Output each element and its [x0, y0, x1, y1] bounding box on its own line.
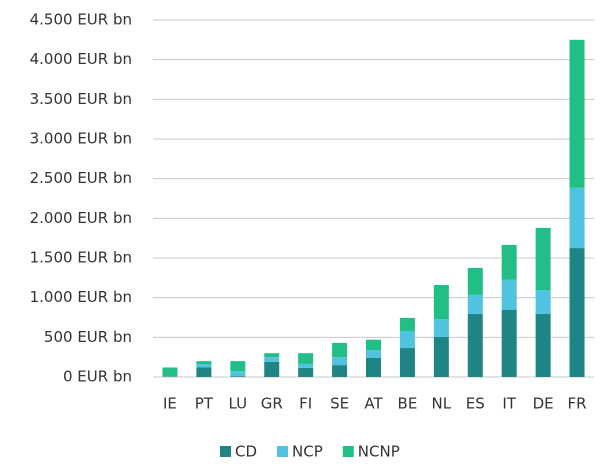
- bar-segment: [332, 365, 347, 377]
- bar-segment: [264, 362, 279, 377]
- x-tick-label: ES: [466, 395, 485, 413]
- y-tick-label: 1.500 EUR bn: [30, 249, 132, 267]
- bar-segment: [468, 295, 483, 314]
- bar-segment: [230, 371, 245, 376]
- bar-segment: [502, 310, 517, 377]
- x-tick-label: FR: [568, 395, 587, 413]
- x-tick-label: FI: [299, 395, 312, 413]
- bar-segment: [400, 318, 415, 331]
- bar-segment: [502, 245, 517, 280]
- y-tick-label: 1.000 EUR bn: [30, 288, 132, 306]
- x-tick-label: PT: [195, 395, 214, 413]
- bar-segment: [298, 368, 313, 377]
- bar-segment: [298, 364, 313, 368]
- bar-segment: [264, 353, 279, 357]
- bar-segment: [434, 337, 449, 377]
- bar-segment: [230, 361, 245, 371]
- y-tick-label: 500 EUR bn: [44, 328, 132, 346]
- bar-segment: [366, 340, 381, 350]
- bar-segment: [366, 358, 381, 377]
- bar-segment: [400, 331, 415, 348]
- y-tick-label: 2.000 EUR bn: [30, 209, 132, 227]
- bar-segment: [434, 319, 449, 337]
- bar-segment: [536, 314, 551, 377]
- legend-label: CD: [235, 443, 257, 461]
- x-tick-label: BE: [398, 395, 418, 413]
- y-tick-label: 4.000 EUR bn: [30, 50, 132, 68]
- x-tick-label: AT: [364, 395, 383, 413]
- bar-segment: [570, 248, 585, 377]
- x-tick-label: LU: [229, 395, 248, 413]
- bar-segment: [230, 376, 245, 377]
- bar-segment: [196, 361, 211, 364]
- bar-segment: [536, 228, 551, 290]
- bar-segment: [536, 290, 551, 314]
- x-tick-label: IE: [163, 395, 177, 413]
- bar-segment: [332, 343, 347, 357]
- legend-swatch: [343, 446, 354, 457]
- x-tick-label: SE: [330, 395, 349, 413]
- bar-segment: [400, 348, 415, 377]
- legend-label: NCP: [292, 443, 323, 461]
- bar-segment: [468, 314, 483, 377]
- legend-label: NCNP: [358, 443, 400, 461]
- bar-segment: [264, 357, 279, 362]
- legend-swatch: [220, 446, 231, 457]
- bar-segment: [570, 40, 585, 188]
- legend-swatch: [277, 446, 288, 457]
- bar-segment: [298, 353, 313, 364]
- y-tick-label: 2.500 EUR bn: [30, 169, 132, 187]
- bar-segment: [162, 367, 177, 376]
- bar-segment: [332, 357, 347, 365]
- y-tick-label: 0 EUR bn: [63, 368, 132, 386]
- y-tick-label: 4.500 EUR bn: [30, 11, 132, 29]
- bar-segment: [196, 364, 211, 367]
- bar-segment: [366, 350, 381, 358]
- bar-segment: [570, 188, 585, 248]
- x-tick-label: NL: [432, 395, 452, 413]
- y-tick-label: 3.500 EUR bn: [30, 90, 132, 108]
- x-tick-label: IT: [502, 395, 516, 413]
- x-tick-label: DE: [533, 395, 554, 413]
- x-tick-label: GR: [261, 395, 283, 413]
- bar-segment: [468, 268, 483, 295]
- bar-segment: [196, 367, 211, 377]
- bar-segment: [434, 285, 449, 319]
- y-tick-label: 3.000 EUR bn: [30, 130, 132, 148]
- bar-segment: [502, 280, 517, 310]
